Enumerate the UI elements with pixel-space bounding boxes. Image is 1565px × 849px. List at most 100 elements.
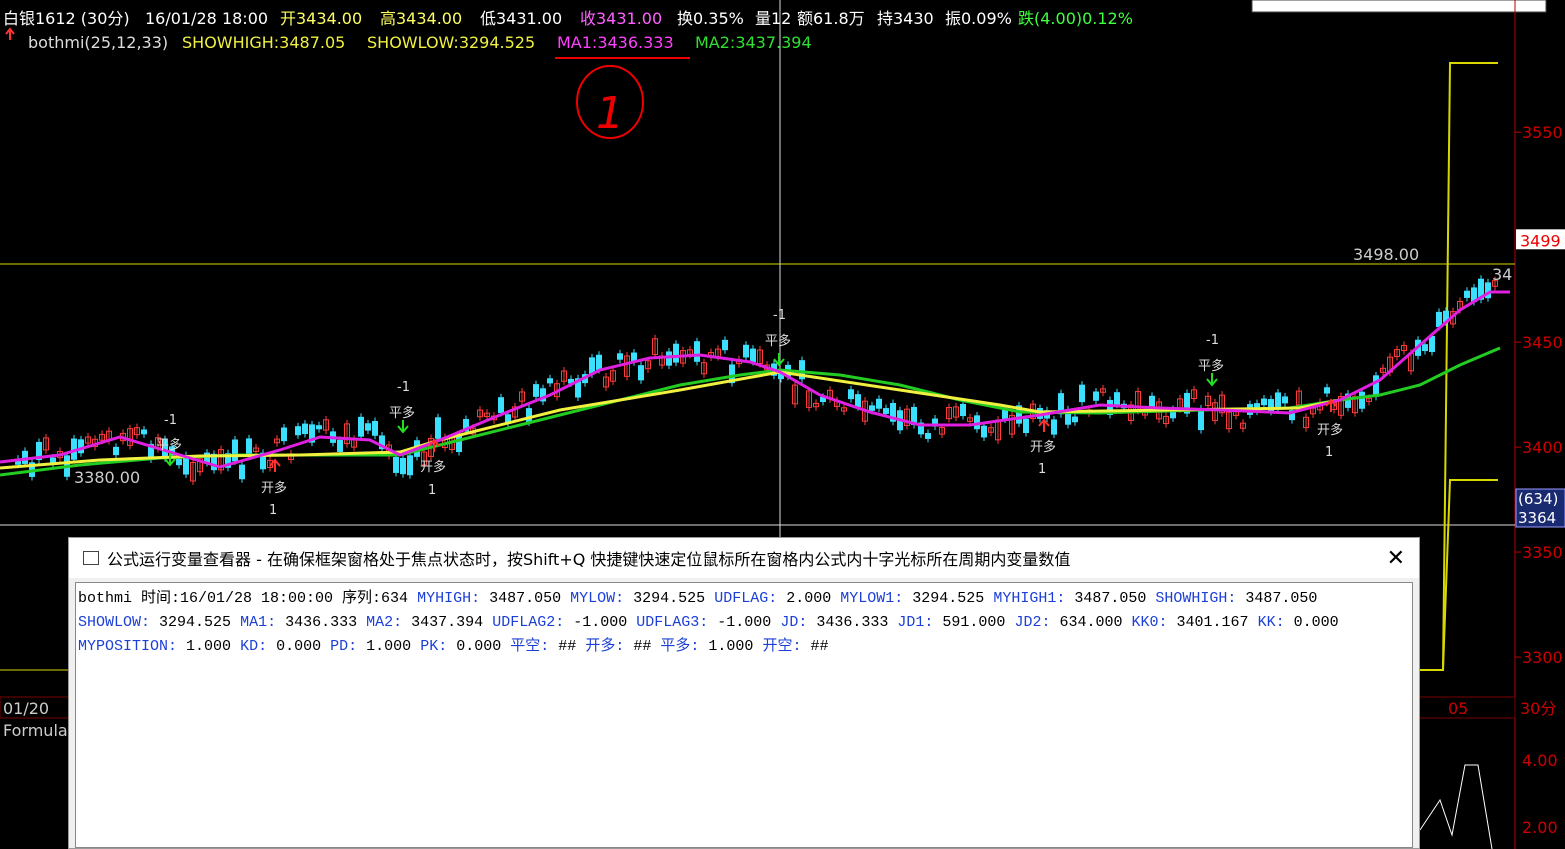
candle-body [400, 457, 406, 475]
candle-body [1429, 335, 1435, 353]
variable-name: 开空: [762, 638, 802, 655]
variable-name: MYHIGH1: [993, 590, 1066, 607]
variable-value: 3487.050 [1074, 590, 1147, 607]
candle-body [806, 390, 812, 408]
quote-field: 收3431.00 [580, 9, 662, 28]
candle-body [407, 455, 413, 476]
signal-number: 1 [1038, 462, 1046, 477]
variable-value: 3294.525 [633, 590, 706, 607]
candle-body [1282, 396, 1288, 404]
signal-label: 开多 [420, 459, 446, 475]
dialog-title: 公式运行变量查看器 - 在确保框架窗格处于焦点状态时，按Shift+Q 快捷键快… [107, 550, 1071, 569]
current-price-label: 3499 [1520, 231, 1561, 250]
lower-line [1419, 764, 1493, 849]
candle-body [477, 409, 483, 418]
variable-name: KK0: [1131, 614, 1168, 631]
y-tick-label: 3450 [1522, 333, 1563, 352]
candle-body [176, 458, 182, 466]
candle-body [43, 437, 49, 451]
candle-body [1198, 408, 1204, 431]
y-tick-label: 3300 [1522, 648, 1563, 667]
variable-row: MYPOSITION: 1.000 KD: 0.000 PD: 1.000 PK… [78, 635, 1410, 659]
lower-tick-label: 4.00 [1522, 751, 1558, 770]
variable-name: KD: [240, 638, 268, 655]
candle-body [1485, 282, 1491, 299]
candle-body [575, 378, 581, 398]
quote-field: 低3431.00 [480, 9, 562, 28]
candle-body [1023, 418, 1029, 434]
candle-body [36, 441, 42, 461]
candle-body [743, 344, 749, 358]
variable-name: MYPOSITION: [78, 638, 178, 655]
y-tick-label: 3400 [1522, 438, 1563, 457]
candle-body [610, 370, 616, 382]
candle-body [372, 420, 378, 436]
candle-body [1184, 392, 1190, 414]
candle-body [484, 412, 490, 418]
variable-value: ## [810, 638, 829, 655]
candle-body [127, 428, 133, 446]
candle-body [757, 349, 763, 365]
price-mark: 34 [1492, 265, 1512, 284]
variable-value: ## [633, 638, 652, 655]
candle-body [533, 384, 539, 397]
variable-name: SHOWHIGH: [1155, 590, 1237, 607]
candle-body [218, 449, 224, 471]
candle-body [813, 402, 819, 408]
candle-body [526, 408, 532, 423]
close-button[interactable]: ✕ [1386, 545, 1405, 571]
signal-label: 平多 [156, 437, 182, 453]
candle-body [1114, 392, 1120, 405]
candle-body [1240, 422, 1246, 429]
price-mark: 3380.00 [74, 468, 140, 487]
variable-viewer-dialog: 公式运行变量查看器 - 在确保框架窗格处于焦点状态时，按Shift+Q 快捷键快… [68, 537, 1420, 849]
signal-label: 开多 [1317, 422, 1343, 438]
candle-body [232, 439, 238, 462]
variable-name: MYLOW: [570, 590, 625, 607]
candle-body [596, 354, 602, 371]
signal-label: 平多 [1198, 358, 1224, 374]
candle-body [295, 426, 301, 436]
variable-value: 3294.525 [159, 614, 232, 631]
signal-number: -1 [397, 380, 410, 395]
indicator-field: SHOWHIGH:3487.05 [182, 33, 345, 52]
quote-field: 16/01/28 18:00 [145, 9, 268, 28]
signal-label: 开多 [261, 480, 287, 496]
variable-value: 1.000 [708, 638, 754, 655]
candle-body [1296, 390, 1302, 406]
candle-body [358, 416, 364, 437]
variable-name: UDFLAG2: [492, 614, 565, 631]
candle-body [883, 408, 889, 414]
candle-body [981, 425, 987, 438]
intro: bothmi 时间:16/01/28 18:00:00 序列:634 [78, 590, 409, 607]
candle-body [953, 406, 959, 418]
indicator-field: MA2:3437.394 [695, 33, 812, 52]
candle-body [435, 417, 441, 439]
candle-body [1107, 399, 1113, 415]
candle-body [1373, 375, 1379, 397]
dialog-title-bar: 公式运行变量查看器 - 在确保框架窗格处于焦点状态时，按Shift+Q 快捷键快… [69, 538, 1419, 578]
candle-body [463, 419, 469, 432]
variable-value: 3401.167 [1176, 614, 1249, 631]
quote-field: 开3434.00 [280, 9, 362, 28]
candle-body [869, 405, 875, 411]
candle-body [379, 435, 385, 450]
quote-field: 白银1612 (30分) [3, 9, 130, 28]
variable-value: ## [558, 638, 577, 655]
candle-body [918, 422, 924, 435]
candle-body [638, 365, 644, 381]
variable-name: MYLOW1: [840, 590, 904, 607]
dialog-icon [83, 551, 99, 565]
x-label: 30分 [1520, 699, 1556, 718]
high-step [1420, 62, 1498, 671]
candle-body [694, 341, 700, 362]
handwritten-number: 1 [596, 88, 624, 139]
candle-body [85, 436, 91, 444]
quote-field: 额61.8万 [797, 9, 865, 28]
candle-body [260, 452, 266, 470]
candle-body [323, 419, 329, 431]
variable-value: 591.000 [942, 614, 1006, 631]
candle-body [1079, 384, 1085, 403]
variable-name: MYHIGH: [417, 590, 481, 607]
